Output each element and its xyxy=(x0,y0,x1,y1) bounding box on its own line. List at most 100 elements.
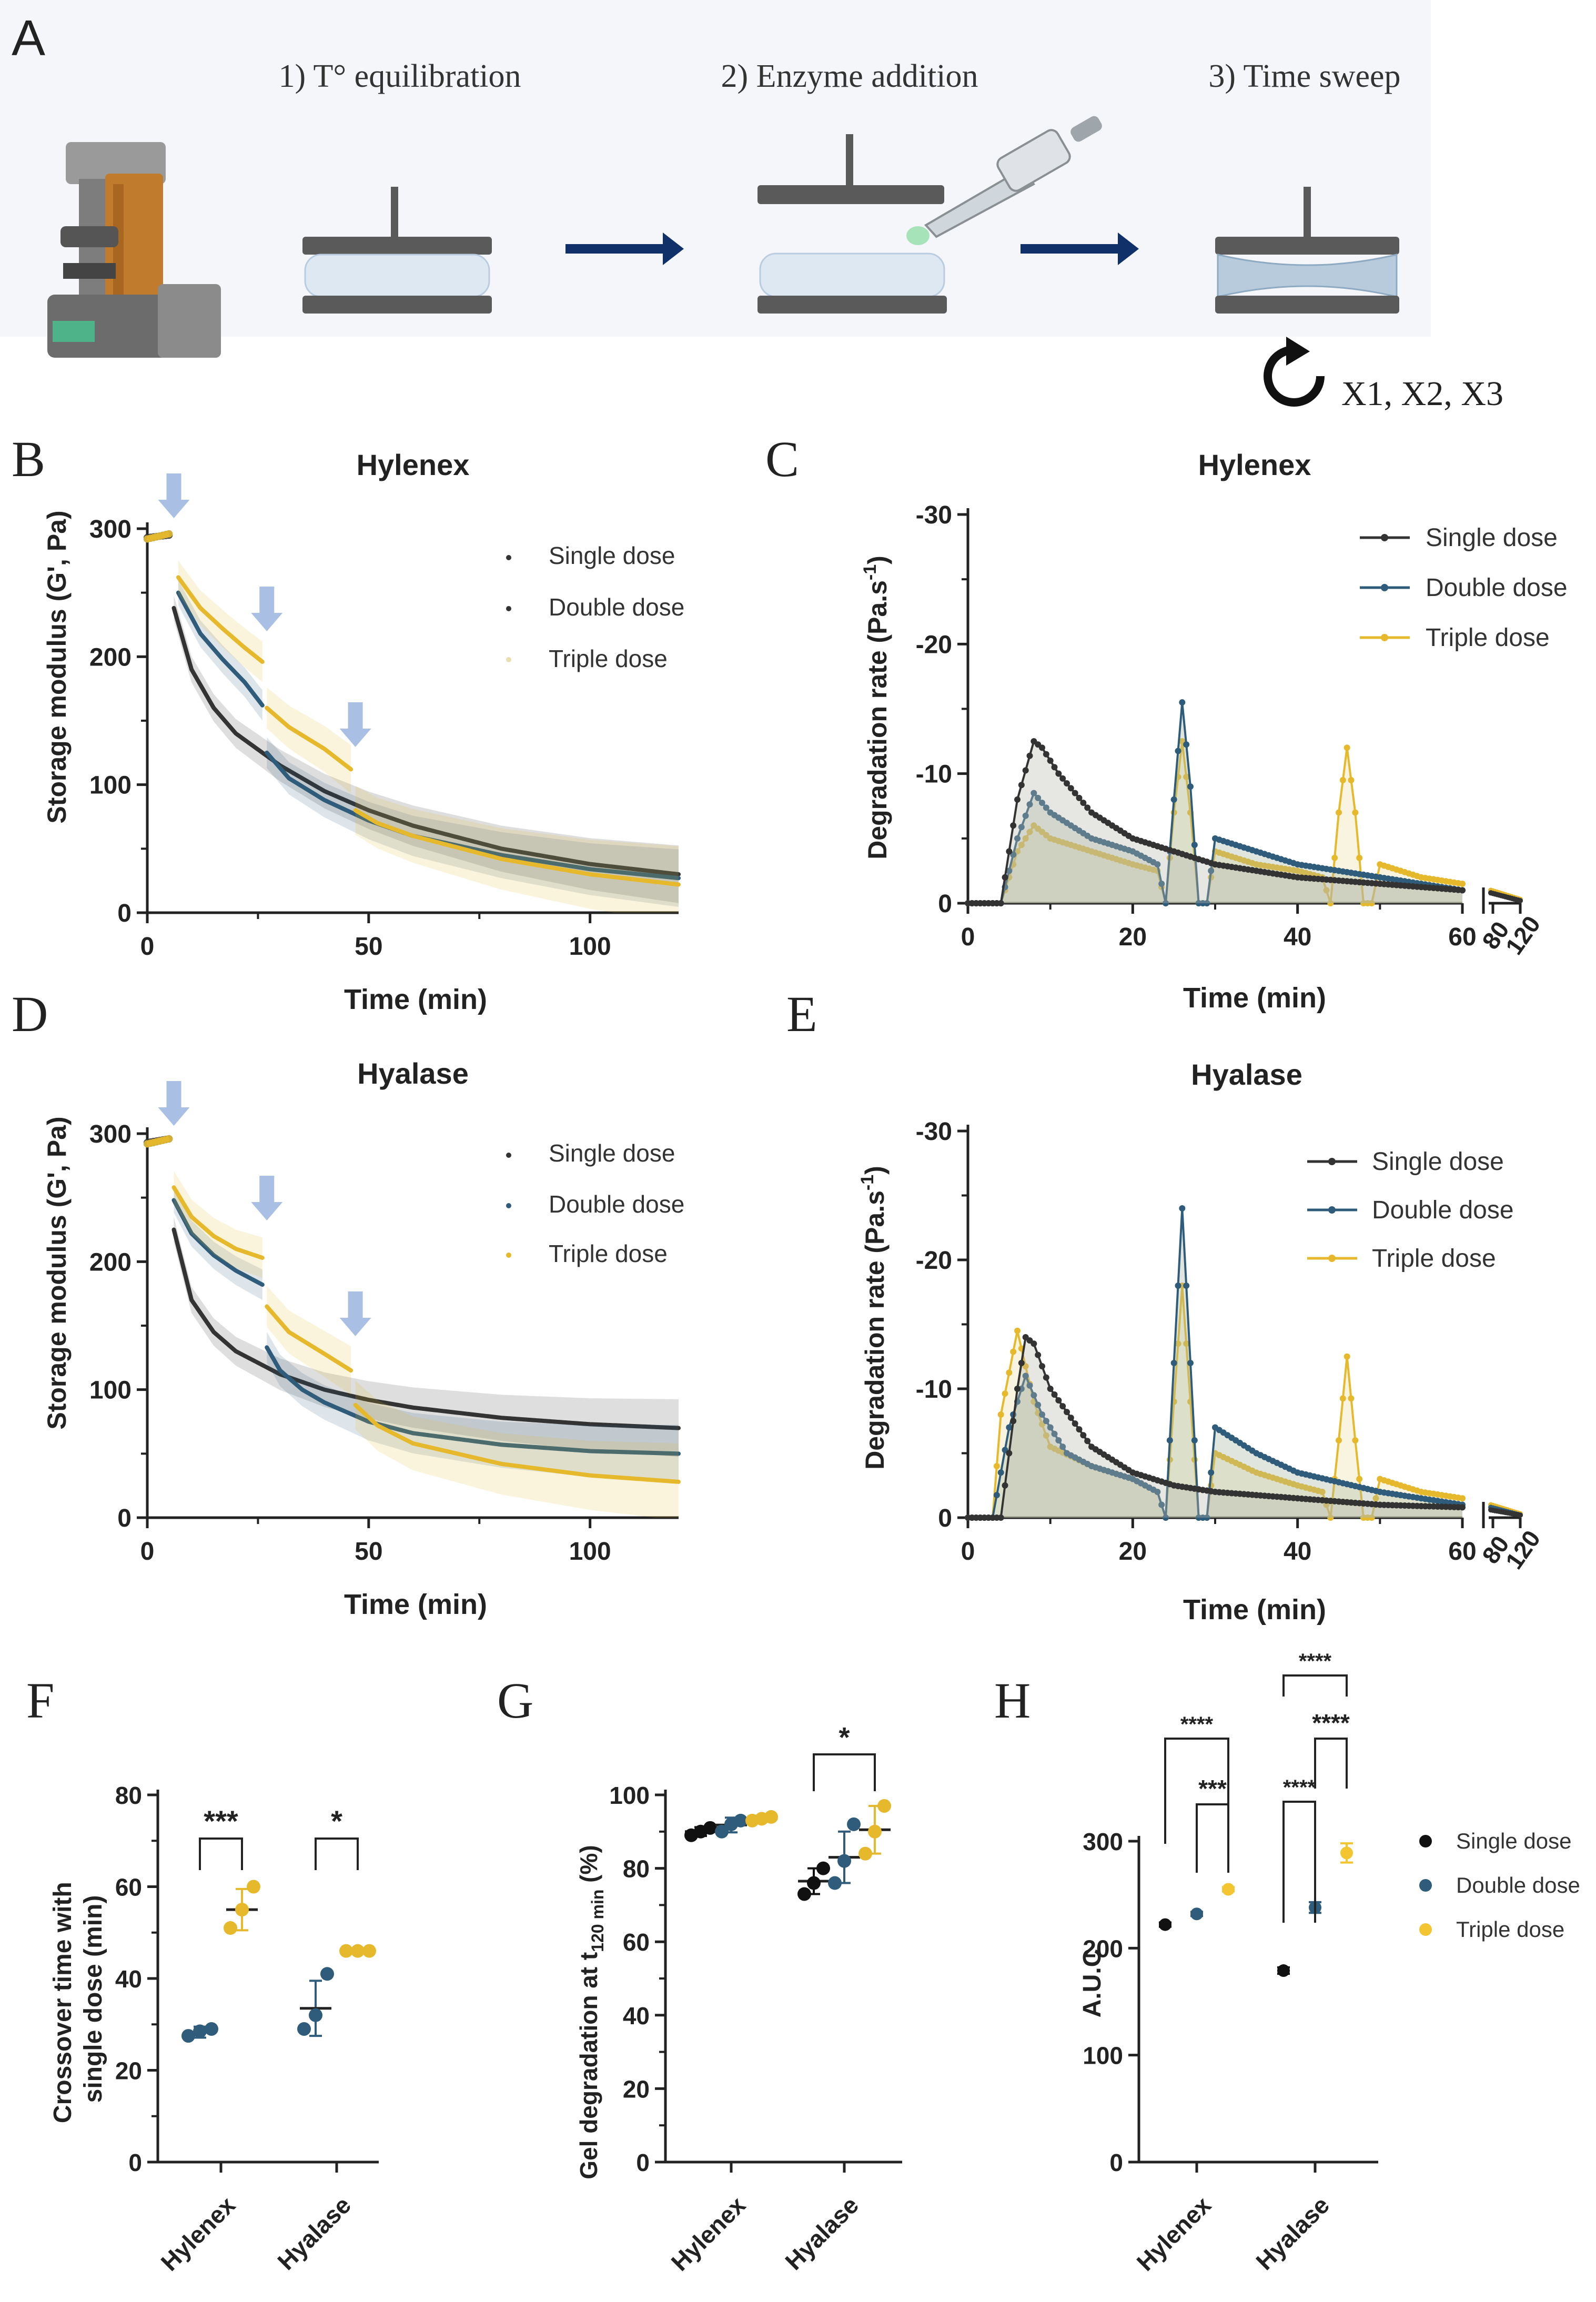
series-point-double xyxy=(1204,900,1210,906)
series-point-single xyxy=(1072,1420,1078,1427)
data-point-triple xyxy=(235,1903,249,1917)
panel-letter-g: G xyxy=(497,1672,533,1729)
series-point-triple xyxy=(1026,829,1033,835)
series-line-triple xyxy=(176,575,265,664)
panel-a: A 1) T° equilibration 2) Enzyme addition… xyxy=(0,0,1503,413)
enzyme-addition-arrow xyxy=(158,1081,190,1126)
series-point-single xyxy=(1080,800,1087,806)
x-tick-label: 20 xyxy=(1119,1538,1147,1566)
series-point-single xyxy=(1043,1374,1049,1381)
significance-bracket xyxy=(1196,1803,1229,1873)
series-point-single xyxy=(1055,770,1062,777)
series-line-triple xyxy=(171,1185,265,1260)
y-tick-label: 0 xyxy=(1109,2149,1123,2176)
panel-c: C Hylenex Degradation rate (Pa.s-1) Time… xyxy=(765,431,1568,1014)
chart-d-title: Hyalase xyxy=(357,1057,469,1090)
y-tick-label: 200 xyxy=(1083,1935,1123,1962)
series-point-single xyxy=(1014,1386,1021,1392)
enzyme-addition-arrow xyxy=(251,587,283,631)
significance-bracket xyxy=(1314,1738,1348,1789)
panel-letter-c: C xyxy=(765,431,799,487)
chart-c-ylabel-close: ) xyxy=(863,556,892,564)
legend-triple-marker xyxy=(1419,1923,1432,1936)
significance-bracket xyxy=(1164,1738,1229,1844)
panel-letter-h: H xyxy=(994,1672,1031,1729)
series-band-triple xyxy=(355,785,679,913)
data-point-triple xyxy=(868,1824,882,1839)
series-point-triple xyxy=(1368,1515,1375,1521)
step1-plates xyxy=(302,187,492,314)
y-tick-label: 0 xyxy=(117,900,132,927)
series-point-double xyxy=(1039,800,1045,806)
x-category-label: Hyalase xyxy=(272,2191,356,2275)
significance-bracket xyxy=(199,1837,243,1870)
y-tick-label: 20 xyxy=(623,2075,650,2103)
chart-g-ylabel-tail: (%) xyxy=(575,1845,602,1889)
series-point-double xyxy=(1047,1424,1054,1431)
series-tail-point-single xyxy=(1518,1512,1523,1518)
data-point-double xyxy=(1190,1907,1203,1921)
x-tick-label: 100 xyxy=(569,1538,611,1566)
series-point-single xyxy=(1047,758,1054,764)
y-tick-label: 100 xyxy=(89,1377,132,1405)
series-point-double xyxy=(1031,790,1037,796)
series-point-double xyxy=(1191,1437,1198,1443)
series-area-single xyxy=(968,1337,1462,1518)
y-tick-label: 20 xyxy=(115,2057,142,2085)
chart-c-legend: Single dose Double dose Triple dose xyxy=(1360,524,1568,652)
y-tick-label: 200 xyxy=(89,643,132,671)
chart-h-ylabel: A.U.C xyxy=(1078,1949,1106,2018)
x-tick-label: 20 xyxy=(1119,923,1147,951)
data-point-double xyxy=(309,2008,322,2022)
data-point-double xyxy=(734,1813,748,1828)
chart-e-ylabel-close: ) xyxy=(860,1166,890,1175)
series-point-triple xyxy=(1339,776,1346,783)
series-point-double xyxy=(1043,804,1049,811)
legend-single-marker xyxy=(506,555,511,560)
data-point-double xyxy=(828,1876,842,1890)
series-point-single xyxy=(1084,804,1091,811)
series-point-double xyxy=(993,1492,1000,1499)
chart-f-ylabel-line1: Crossover time with xyxy=(49,1882,77,2123)
y-tick-label: 200 xyxy=(89,1248,132,1276)
series-point-triple xyxy=(1348,776,1355,783)
data-point-double xyxy=(837,1854,851,1868)
series-point-single xyxy=(1067,785,1074,792)
data-point-double xyxy=(297,2022,311,2036)
x-category-label: Hyalase xyxy=(780,2191,864,2275)
x-tick-label: 60 xyxy=(1448,923,1476,951)
series-point-single xyxy=(1055,1397,1062,1404)
series-point-single xyxy=(1064,1409,1070,1416)
series-point-triple xyxy=(1352,1437,1359,1443)
series-point-single xyxy=(1002,1482,1008,1489)
series-point-double xyxy=(1018,824,1025,831)
panel-letter-f: F xyxy=(26,1672,54,1729)
series-point-double xyxy=(1026,801,1033,808)
series-point-single xyxy=(1067,1415,1074,1421)
legend-single-marker xyxy=(506,1153,511,1158)
data-point-single xyxy=(816,1861,830,1875)
series-line-triple xyxy=(265,705,353,772)
series-line-single xyxy=(171,605,681,876)
step2-label: 2) Enzyme addition xyxy=(721,58,978,94)
series-point-triple xyxy=(1327,1515,1334,1521)
series-point-double xyxy=(1014,835,1021,842)
series-point-single xyxy=(1039,1363,1045,1370)
series-point-triple xyxy=(1368,900,1375,906)
series-point-single xyxy=(1014,796,1021,803)
series-point-triple xyxy=(1323,887,1330,894)
series-point-single xyxy=(1026,752,1033,759)
series-point-triple xyxy=(1006,1369,1013,1376)
data-point-triple xyxy=(339,1944,353,1958)
legend-triple-label: Triple dose xyxy=(1426,624,1550,652)
series-point-single xyxy=(1064,780,1070,787)
series-point-double xyxy=(1035,1401,1042,1408)
x-tick-label: 50 xyxy=(355,933,382,961)
legend-single-label: Single dose xyxy=(1456,1829,1572,1853)
series-point-triple xyxy=(1043,1432,1049,1439)
x-category-label: Hylenex xyxy=(666,2191,751,2276)
series-tail-point-single xyxy=(1518,898,1523,904)
series-point-double xyxy=(1191,842,1198,849)
legend-triple-marker xyxy=(1328,1255,1336,1262)
enzyme-addition-arrow xyxy=(339,1291,371,1336)
